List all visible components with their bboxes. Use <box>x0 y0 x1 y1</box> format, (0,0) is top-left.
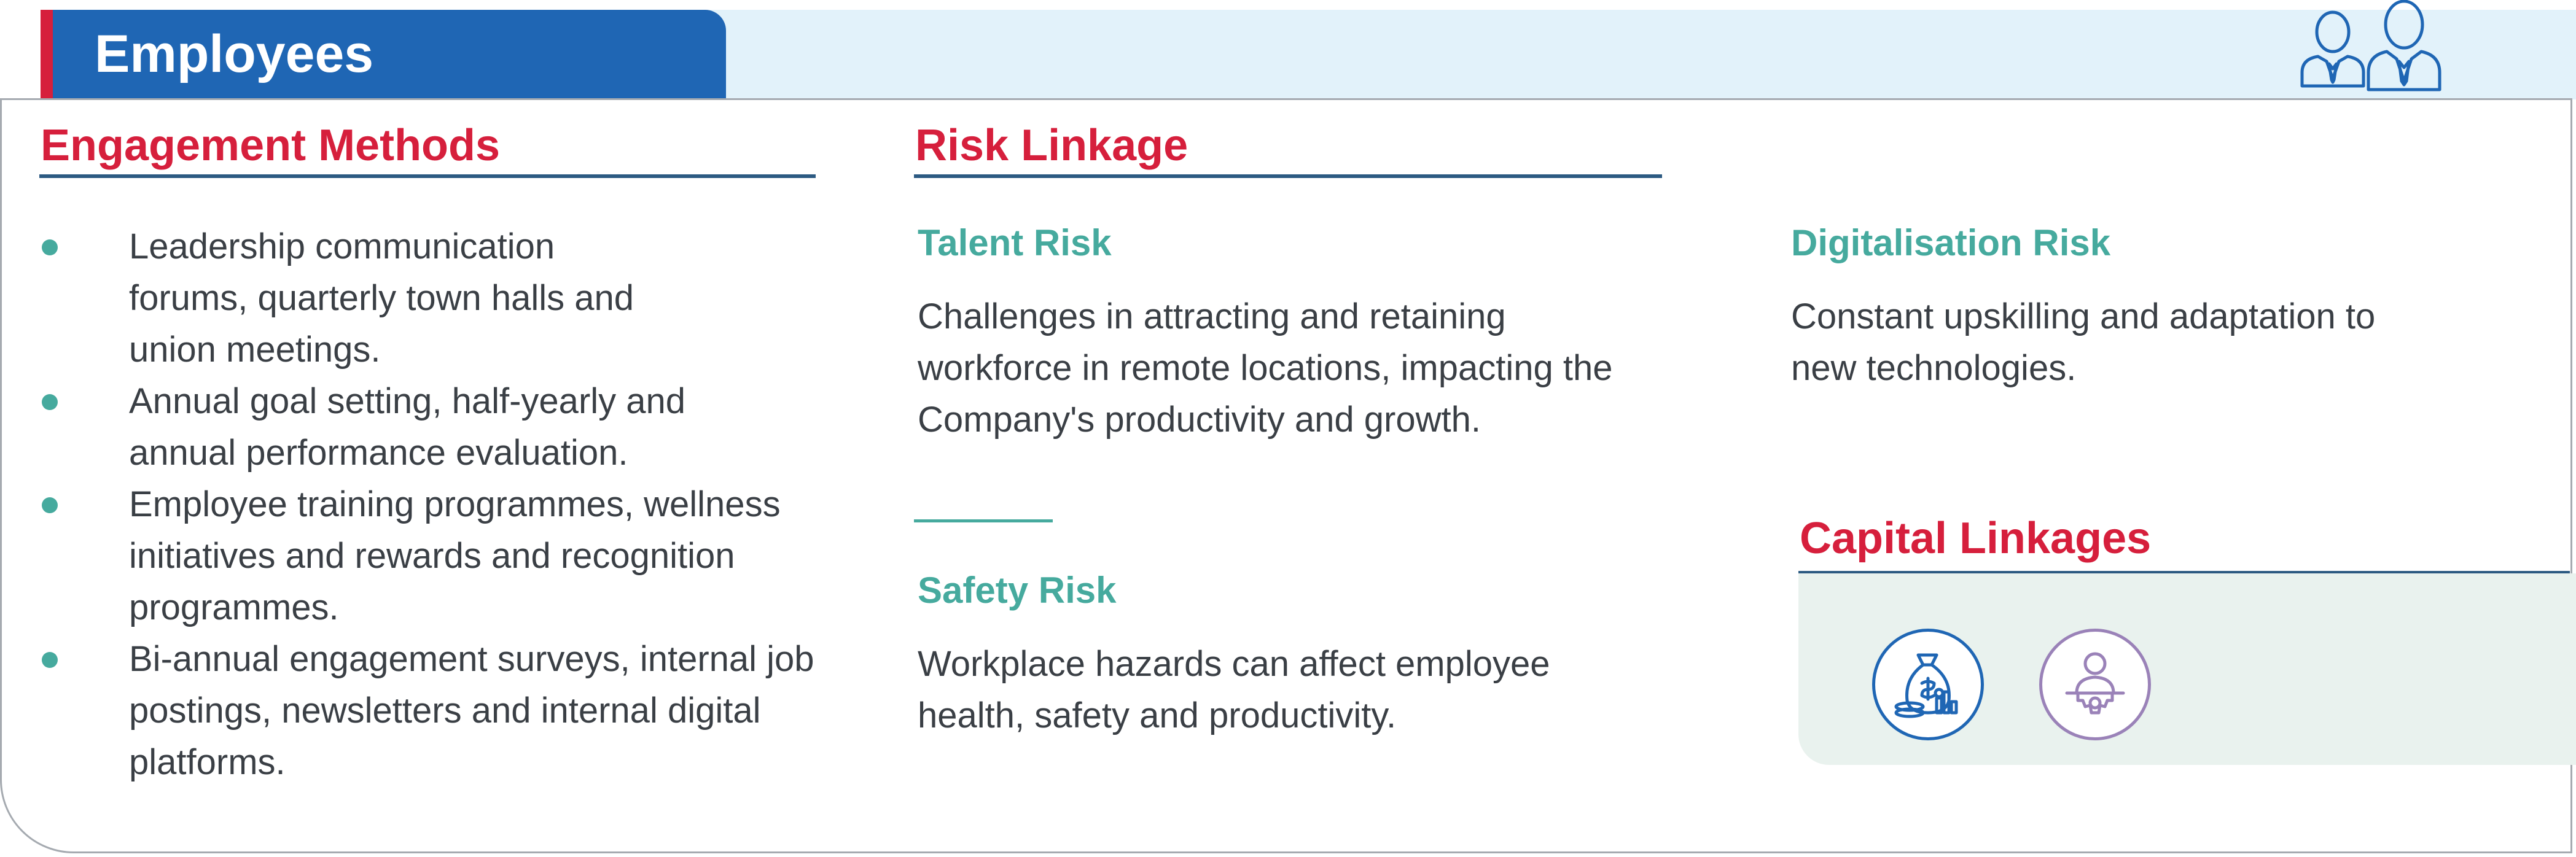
engagement-list: Leadership communication forums, quarter… <box>38 221 818 788</box>
page-title: Employees <box>95 25 374 83</box>
digital-risk-title: Digitalisation Risk <box>1791 222 2111 263</box>
capital-rule <box>1798 571 2570 575</box>
financial-capital-icon <box>1872 629 1984 740</box>
engagement-rule <box>39 174 816 178</box>
header-accent-bar <box>41 10 53 98</box>
digital-risk-text: Constant upskilling and adaptation to ne… <box>1791 297 2376 388</box>
list-item: Bi-annual engagement surveys, internal j… <box>38 634 818 788</box>
risk-rule <box>914 174 1662 178</box>
safety-risk-text: Workplace hazards can affect employee he… <box>918 644 1550 735</box>
people-icon <box>2300 0 2441 91</box>
human-capital-icon <box>2039 629 2151 740</box>
capital-heading: Capital Linkages <box>1800 514 2152 563</box>
content-frame <box>0 98 2572 853</box>
risk-heading: Risk Linkage <box>915 121 1188 170</box>
safety-divider <box>914 519 1053 522</box>
engagement-heading: Engagement Methods <box>41 121 501 170</box>
talent-risk-text: Challenges in attracting and retaining w… <box>918 297 1613 440</box>
list-item: Employee training programmes, wellness i… <box>38 479 792 634</box>
header-tab <box>41 10 726 98</box>
list-item: Annual goal setting, half-yearly and ann… <box>38 376 743 479</box>
list-item: Leadership communication forums, quarter… <box>38 221 639 376</box>
talent-risk-title: Talent Risk <box>918 222 1112 263</box>
safety-risk-title: Safety Risk <box>918 570 1117 611</box>
